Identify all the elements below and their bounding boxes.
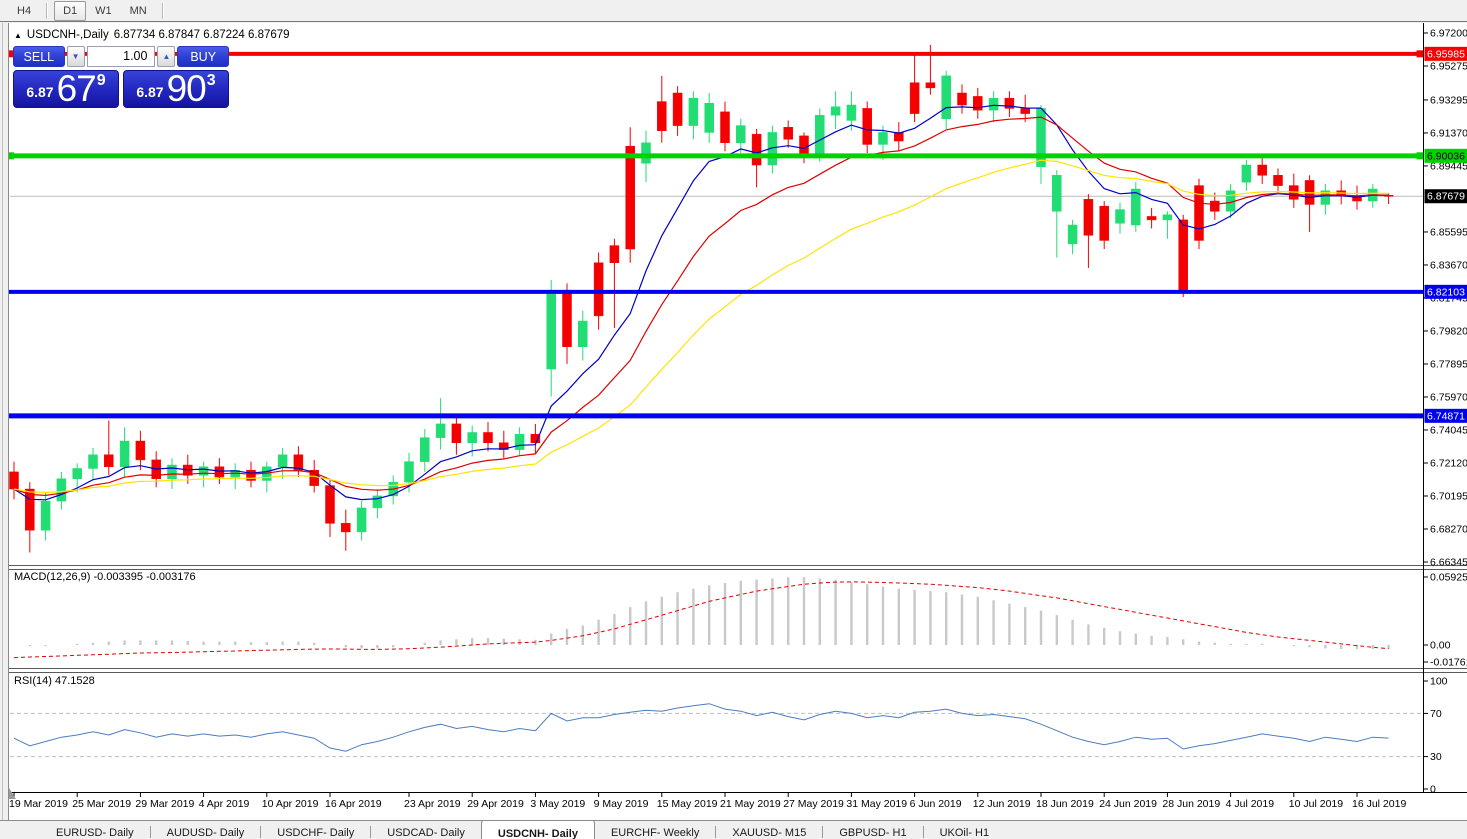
macd-indicator-label: MACD(12,26,9) -0.003395 -0.003176 [14, 571, 196, 583]
timeframe-button-mn[interactable]: MN [129, 4, 147, 17]
down-arrow-icon: ▼ [71, 51, 80, 61]
timeframe-button-w1[interactable]: W1 [95, 4, 112, 17]
volume-up-button[interactable]: ▲ [157, 46, 176, 67]
toolbar-separator [161, 2, 164, 19]
tab-separator [922, 826, 924, 838]
buy-price-display[interactable]: 6.87 90 3 [123, 70, 229, 108]
chart-tab-usdcad-daily[interactable]: USDCAD- Daily [387, 827, 465, 839]
chart-tab-usdchf-daily[interactable]: USDCHF- Daily [277, 827, 355, 839]
buy-button[interactable]: BUY [177, 46, 230, 67]
chart-background [8, 23, 1467, 820]
tab-separator [149, 826, 151, 838]
timeframe-toolbar: H4 D1 W1 MN [0, 0, 1467, 22]
tab-separator [715, 826, 717, 838]
tab-separator [370, 826, 372, 838]
up-arrow-icon: ▲ [162, 51, 171, 61]
chart-tab-eurchf-weekly[interactable]: EURCHF- Weekly [610, 827, 700, 839]
chart-tab-ukoil-h1[interactable]: UKOil- H1 [939, 827, 990, 839]
tab-separator [822, 826, 824, 838]
chart-ohlc-values: 6.87734 6.87847 6.87224 6.87679 [113, 29, 290, 41]
chart-tab-eurusd-daily[interactable]: EURUSD- Daily [56, 827, 134, 839]
chart-tab-usdcnh-daily[interactable]: USDCNH- Daily [480, 821, 595, 839]
volume-input[interactable]: 1.00 [86, 46, 156, 67]
one-click-arrow-icon[interactable]: ▲ [14, 30, 22, 40]
chart-tab-gbpusd-h1[interactable]: GBPUSD- H1 [839, 827, 907, 839]
volume-down-button[interactable]: ▼ [66, 46, 85, 67]
chart-tab-xauusd-m15[interactable]: XAUUSD- M15 [732, 827, 807, 839]
window-edge [0, 23, 9, 820]
timeframe-button-h4[interactable]: H4 [17, 4, 32, 17]
one-click-trading-panel: SELL ▼ 1.00 ▲ BUY 6.87 67 9 6.87 90 3 [13, 46, 230, 108]
sell-price-display[interactable]: 6.87 67 9 [13, 70, 119, 108]
chart-symbol-label: USDCNH-,Daily [26, 29, 109, 41]
chart-tab-bar: EURUSD- Daily AUDUSD- Daily USDCHF- Daily U… [0, 820, 1467, 839]
rsi-indicator-label: RSI(14) 47.1528 [14, 675, 95, 687]
chart-title: ▲ USDCNH-,Daily 6.87734 6.87847 6.87224 … [14, 29, 290, 41]
sell-button[interactable]: SELL [13, 46, 65, 67]
toolbar-separator [46, 2, 49, 19]
chart-tab-audusd-daily[interactable]: AUDUSD- Daily [166, 827, 245, 839]
tab-separator [260, 826, 262, 838]
timeframe-button-d1[interactable]: D1 [54, 0, 87, 21]
